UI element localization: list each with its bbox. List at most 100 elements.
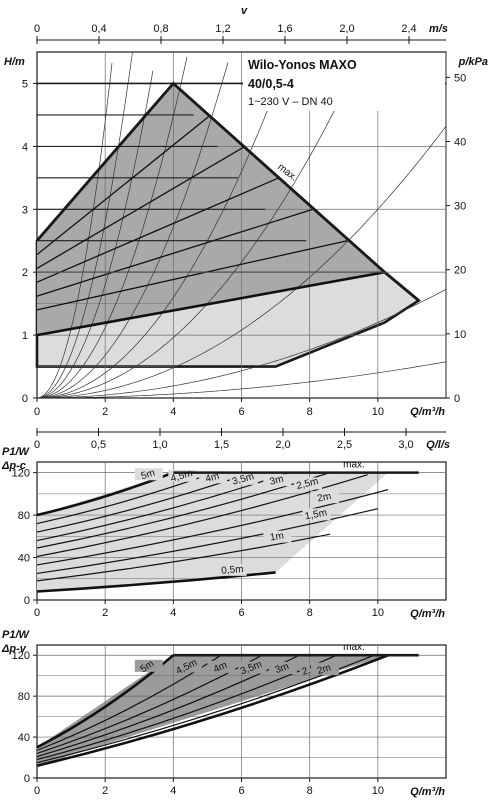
- hq-system-curve-9: [36, 63, 113, 399]
- p1c-top-tick-4: 2,0: [275, 439, 290, 451]
- p1c-x-title: Q/m³/h: [410, 608, 445, 620]
- hq-system-curve-7: [36, 70, 154, 399]
- p1v-y-title: P1/W: [2, 629, 31, 641]
- p1c-top-tick-3: 1,5: [214, 439, 229, 451]
- hq-system-curve-0: [37, 361, 447, 399]
- p1c-top-tick-0: 0: [34, 439, 40, 451]
- p1c-max-label: max.: [343, 460, 365, 471]
- p1c-curve-4: [36, 472, 331, 549]
- p1v-curve-label-bg-3: [238, 661, 267, 674]
- p1c-mode-label: Δp-c: [1, 460, 26, 472]
- p1v-mode-label: Δp-v: [1, 643, 27, 655]
- hq-max-curve: [35, 81, 420, 302]
- p1v-curve-label-bg-6: [310, 663, 339, 676]
- p1c-curve-6: [36, 489, 389, 566]
- p1c-curve-label-0: 5m: [140, 468, 157, 483]
- hq-right-title: p/kPa: [458, 56, 488, 68]
- hq-speed-curve-5: [36, 240, 348, 311]
- p1v-x-tick-2: 4: [170, 785, 176, 797]
- p1c-x-tick-3: 6: [238, 607, 244, 619]
- p1v-curve-label-2: 4m: [212, 660, 229, 676]
- p1v-curve-label-6: 2m: [316, 662, 333, 677]
- hq-top-tick-1: 0,4: [91, 23, 106, 35]
- p1c-curve-label-bg-3: [229, 472, 258, 485]
- product-name: Wilo-Yonos MAXO: [248, 58, 357, 72]
- p1c-curve-label-bg-6: [310, 491, 339, 504]
- hq-y-tick-3: 3: [22, 204, 28, 216]
- hq-x-tick-2: 4: [170, 406, 176, 418]
- p1v-curve-label-bg-1: [173, 660, 202, 673]
- p1c-curve-label-8: 1m: [269, 531, 284, 544]
- hq-top-tick-3: 1,2: [215, 23, 230, 35]
- p1c-curve-7: [36, 508, 378, 575]
- p1c-y-tick-0: 0: [24, 595, 30, 607]
- hq-speed-curve-3: [36, 177, 280, 283]
- hq-system-curve-6: [36, 56, 188, 399]
- hq-y-title: H/m: [4, 56, 25, 68]
- p1c-curve-label-bg-5: [294, 477, 323, 490]
- p1c-curve-label-bg-2: [199, 471, 228, 484]
- hq-right-tick-5: 50: [454, 72, 466, 84]
- p1c-curve-label-9: 0,5m: [221, 564, 244, 577]
- hq-top-tick-4: 1,6: [277, 23, 292, 35]
- p1c-y-tick-2: 80: [18, 510, 30, 522]
- p1c-curve-label-bg-8: [263, 530, 292, 543]
- p1v-max-label: max.: [343, 642, 365, 653]
- hq-system-curve-5: [36, 62, 229, 399]
- p1v-x-tick-1: 2: [102, 785, 108, 797]
- product-spec: 1~230 V – DN 40: [248, 96, 333, 108]
- hq-y-tick-4: 4: [22, 141, 28, 153]
- p1c-top-tick-5: 2,5: [337, 439, 352, 451]
- p1c-top-tick-2: 1,0: [152, 439, 167, 451]
- p1v-x-tick-5: 10: [372, 785, 384, 797]
- p1c-y-tick-3: 120: [12, 468, 30, 480]
- hq-x-tick-5: 10: [372, 406, 384, 418]
- hq-top-tick-2: 0,8: [153, 23, 168, 35]
- p1c-curve-label-bg-7: [302, 508, 331, 521]
- p1v-curve-4: [36, 654, 338, 761]
- hq-title-box: [243, 53, 445, 111]
- p1c-curve-label-6: 2m: [316, 491, 332, 505]
- hq-speed-curve-2: [36, 145, 246, 269]
- hq-right-tick-2: 20: [454, 265, 466, 277]
- p1c-curve-label-bg-4: [263, 474, 292, 487]
- hq-top-unit: m/s: [429, 23, 448, 35]
- p1c-curve-label-4: 3m: [269, 474, 285, 488]
- hq-speed-curve-4: [36, 208, 314, 297]
- hq-system-curve-1: [37, 288, 447, 399]
- p1-dpv-chart: 5m4,5m4m3,5m3m2,5m2mmax.024681004080120Q…: [1, 629, 447, 798]
- hq-right-tick-3: 30: [454, 201, 466, 213]
- hq-top-tick-5: 2,0: [339, 23, 354, 35]
- p1c-x-tick-5: 10: [372, 607, 384, 619]
- p1c-x-tick-0: 0: [34, 607, 40, 619]
- hq-right-tick-1: 10: [454, 329, 466, 341]
- hq-x-tick-0: 0: [34, 406, 40, 418]
- p1v-y-tick-3: 120: [12, 650, 30, 662]
- hq-system-curve-8: [36, 52, 133, 399]
- hq-y-tick-1: 1: [22, 330, 28, 342]
- p1c-curve-label-5: 2,5m: [295, 476, 319, 492]
- p1v-x-tick-3: 6: [238, 785, 244, 797]
- p1v-y-tick-0: 0: [24, 773, 30, 785]
- p1v-curve-6: [36, 654, 389, 767]
- p1v-curve-label-bg-4: [268, 662, 297, 675]
- p1c-y-title: P1/W: [2, 446, 31, 458]
- p1c-curve-label-2: 4m: [204, 471, 220, 485]
- hq-top-title: v: [241, 5, 248, 17]
- p1v-y-tick-2: 80: [18, 691, 30, 703]
- hq-top-tick-6: 2,4: [401, 23, 416, 35]
- p1v-y-tick-1: 40: [18, 732, 30, 744]
- hq-right-tick-4: 40: [454, 136, 466, 148]
- p1v-x-title: Q/m³/h: [410, 786, 445, 798]
- hq-x-title: Q/m³/h: [410, 406, 445, 418]
- p1c-top-tick-1: 0,5: [91, 439, 106, 451]
- p1v-curve-label-4: 3m: [274, 661, 291, 676]
- p1c-x-tick-1: 2: [102, 607, 108, 619]
- p1c-y-tick-1: 40: [18, 553, 30, 565]
- hq-speed-curve-1: [36, 114, 212, 256]
- product-model: 40/0,5-4: [248, 77, 294, 91]
- hq-speed-curve-6: [36, 270, 385, 337]
